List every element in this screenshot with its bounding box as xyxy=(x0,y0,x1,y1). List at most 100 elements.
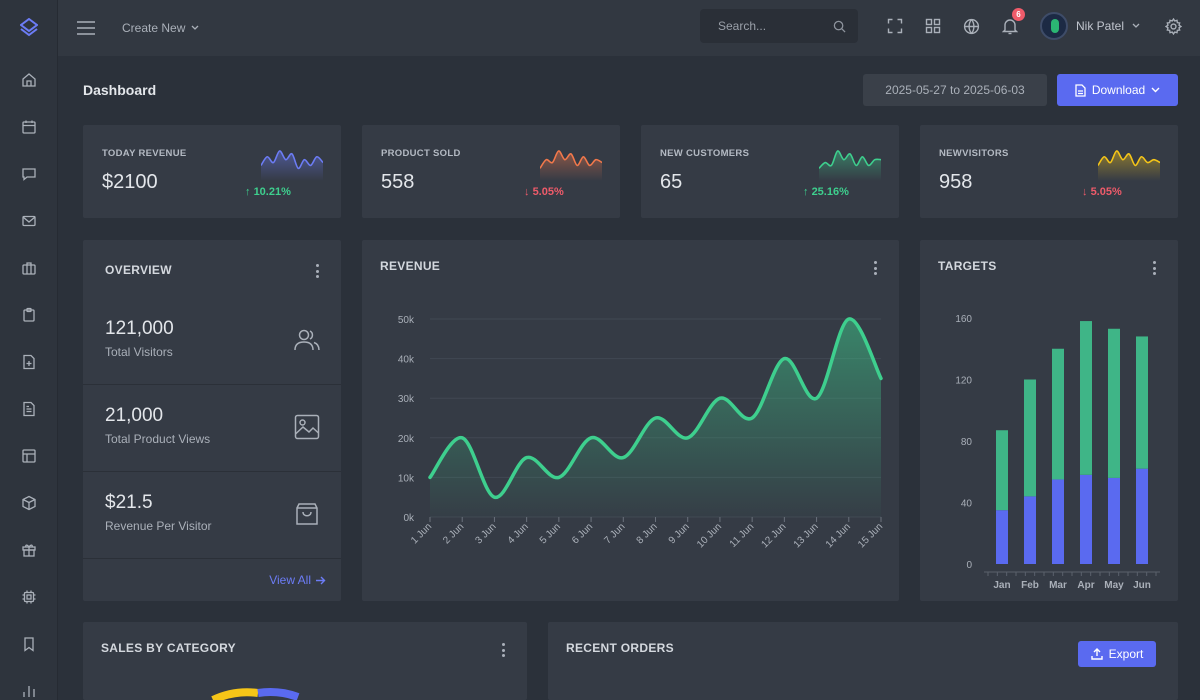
stat-card-new-visitors: NEWVISITORS 958 ↓ 5.05% xyxy=(920,125,1178,218)
export-button[interactable]: Export xyxy=(1078,641,1156,667)
x-tick-label: 14 Jun xyxy=(824,521,853,550)
revenue-point xyxy=(686,436,690,440)
search-icon[interactable] xyxy=(833,20,846,33)
overview-value: 121,000 xyxy=(105,318,174,339)
sidebar-item-clipboard[interactable] xyxy=(0,291,58,338)
fullscreen-button[interactable] xyxy=(886,17,904,35)
overview-title: OVERVIEW xyxy=(105,263,172,277)
stat-value: 65 xyxy=(660,171,683,193)
notification-badge: 6 xyxy=(1012,8,1025,21)
revenue-more-button[interactable] xyxy=(873,261,877,275)
sparkline-line xyxy=(261,150,323,170)
x-tick-label: 11 Jun xyxy=(728,521,756,549)
hamburger-icon xyxy=(77,21,95,35)
notifications-button[interactable]: 6 xyxy=(1001,8,1025,35)
x-tick-label: 2 Jun xyxy=(441,521,466,546)
chat-icon xyxy=(22,167,36,181)
calendar-icon xyxy=(22,120,36,134)
targets-bar-segment xyxy=(1108,328,1120,478)
sidebar-item-briefcase[interactable] xyxy=(0,244,58,291)
sidebar-item-chat[interactable] xyxy=(0,150,58,197)
x-tick-label: 9 Jun xyxy=(667,521,692,546)
targets-bar-segment xyxy=(1108,477,1120,564)
upload-icon xyxy=(1090,648,1103,660)
date-range-picker[interactable]: 2025-05-27 to 2025-06-03 xyxy=(863,74,1047,106)
x-tick-label: 15 Jun xyxy=(856,521,885,550)
revenue-point xyxy=(492,495,496,499)
users-icon xyxy=(294,329,320,351)
page-title: Dashboard xyxy=(83,82,157,98)
sparkline-area xyxy=(1098,150,1160,181)
briefcase-icon xyxy=(22,261,36,275)
stat-card-product-sold: PRODUCT SOLD 558 ↓ 5.05% xyxy=(362,125,620,218)
x-tick-label: Jan xyxy=(993,580,1010,591)
sidebar-item-layout[interactable] xyxy=(0,432,58,479)
bar-chart-icon xyxy=(23,685,35,697)
sidebar-item-cpu[interactable] xyxy=(0,573,58,620)
targets-bar-segment xyxy=(996,430,1008,511)
sales-more-button[interactable] xyxy=(501,643,505,657)
x-tick-label: 12 Jun xyxy=(759,521,788,550)
stat-change-value: 10.21% xyxy=(253,186,291,198)
download-button[interactable]: Download xyxy=(1057,74,1178,106)
stat-change-value: 5.05% xyxy=(1090,186,1122,198)
menu-toggle-button[interactable] xyxy=(76,18,96,38)
stat-card-revenue: TODAY REVENUE $2100 ↑ 10.21% xyxy=(83,125,341,218)
language-button[interactable] xyxy=(962,17,980,35)
sparkline xyxy=(540,150,602,181)
home-icon xyxy=(22,72,36,87)
stat-label: PRODUCT SOLD xyxy=(381,148,461,159)
sidebar-item-file-text[interactable] xyxy=(0,385,58,432)
sparkline xyxy=(261,150,323,181)
sales-title: SALES BY CATEGORY xyxy=(101,641,236,655)
gift-icon xyxy=(22,543,36,557)
targets-bar-segment xyxy=(996,510,1008,564)
stat-value: 958 xyxy=(939,171,973,193)
sidebar-item-calendar[interactable] xyxy=(0,103,58,150)
view-all-label: View All xyxy=(269,573,311,587)
app-logo[interactable] xyxy=(0,0,58,56)
revenue-point xyxy=(750,416,754,420)
recent-orders-card: RECENT ORDERS Export xyxy=(548,622,1178,700)
sparkline-line xyxy=(1098,150,1160,167)
sidebar-item-gift[interactable] xyxy=(0,526,58,573)
sidebar-item-bookmark[interactable] xyxy=(0,620,58,667)
sidebar-item-home[interactable] xyxy=(0,56,58,103)
stat-value: 558 xyxy=(381,171,415,193)
sidebar-item-file-plus[interactable] xyxy=(0,338,58,385)
settings-button[interactable] xyxy=(1164,17,1182,35)
arrow-right-icon xyxy=(316,576,326,584)
revenue-area xyxy=(430,318,881,517)
sidebar-item-bar-chart[interactable] xyxy=(0,667,58,700)
box-icon xyxy=(22,495,36,510)
stat-change: ↓ 5.05% xyxy=(524,186,564,198)
sidebar-item-box[interactable] xyxy=(0,479,58,526)
x-tick-label: Apr xyxy=(1077,580,1094,591)
overview-label: Total Product Views xyxy=(105,432,211,446)
apps-button[interactable] xyxy=(924,17,942,35)
revenue-point xyxy=(879,376,883,380)
create-new-dropdown[interactable]: Create New xyxy=(122,21,199,35)
gear-icon xyxy=(1164,17,1182,35)
y-tick-label: 10k xyxy=(398,473,415,484)
x-tick-label: 5 Jun xyxy=(538,521,563,546)
x-tick-label: 4 Jun xyxy=(506,521,531,546)
layers-diamond-icon xyxy=(20,18,38,37)
view-all-link[interactable]: View All xyxy=(269,573,326,587)
sparkline-area xyxy=(261,150,323,181)
revenue-point xyxy=(782,357,786,361)
search-input[interactable] xyxy=(718,19,828,33)
targets-title: TARGETS xyxy=(938,259,997,273)
sidebar-item-mail[interactable] xyxy=(0,197,58,244)
targets-more-button[interactable] xyxy=(1152,261,1156,275)
overview-more-button[interactable] xyxy=(315,264,319,278)
y-tick-label: 30k xyxy=(398,394,415,405)
stat-change: ↓ 5.05% xyxy=(1082,186,1122,198)
create-new-label: Create New xyxy=(122,21,186,35)
revenue-point xyxy=(428,475,432,479)
sparkline-area xyxy=(540,150,602,181)
overview-label: Total Visitors xyxy=(105,345,173,359)
x-tick-label: May xyxy=(1104,580,1124,591)
stat-change: ↑ 10.21% xyxy=(245,186,291,198)
user-menu[interactable]: Nik Patel xyxy=(1040,12,1140,40)
